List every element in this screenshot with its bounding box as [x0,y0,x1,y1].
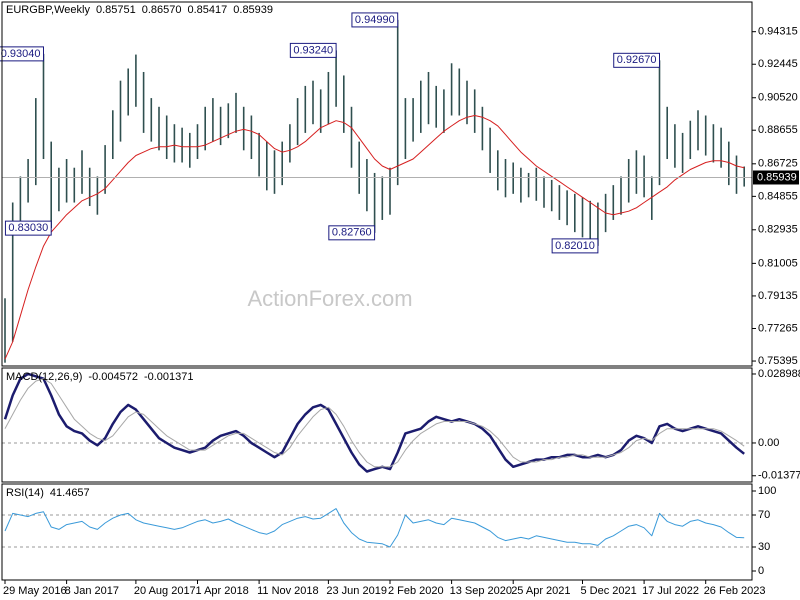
panel-header: RSI(14) 41.4657 [6,487,90,499]
y-tick-label: 70 [758,509,770,521]
panel-frame [1,367,753,483]
annotation-box [289,42,337,58]
y-tick-label: 0.84855 [758,190,798,202]
annotation-box [613,52,660,68]
annotation-box [4,220,52,236]
panel-header: MACD(12,26,9) -0.004572 -0.001371 [6,371,194,383]
last-price-box [753,170,799,185]
panel [2,372,752,473]
x-tick-label: 17 Jul 2022 [642,585,699,597]
panel-value: -0.004572 [88,371,138,383]
annotation-label: 0.94990 [355,14,395,26]
y-tick-label: 0.77265 [758,322,798,334]
x-tick-label: 13 Sep 2020 [450,585,512,597]
header-value: 0.85939 [233,4,273,16]
annotation-label: 0.92670 [617,54,657,66]
panel-title: RSI(14) [6,487,44,499]
header-value: 0.85751 [96,4,136,16]
last-price-label: 0.85939 [757,171,797,183]
chart-header: EURGBP,Weekly 0.85751 0.86570 0.85417 0.8593… [6,4,273,16]
x-tick-label: 29 May 2016 [3,585,67,597]
y-tick-label: 0.79135 [758,290,798,302]
y-tick-label: 0 [758,565,764,577]
annotation-label: 0.93240 [293,44,333,56]
annotation-box [328,225,376,241]
panel: 0.93040 0.83030 0.93240 0.94990 0.82760 0.926… [0,12,752,363]
panel [2,508,752,548]
panel-value: -0.001371 [144,371,194,383]
x-tick-label: 11 Nov 2018 [257,585,319,597]
panel-frame [1,1,753,367]
panel-value: 41.4657 [50,487,90,499]
series-line [3,372,745,473]
annotation-box [351,12,399,28]
annotation-label: 0.93040 [1,48,41,60]
x-tick-label: 1 Apr 2018 [196,585,249,597]
annotation-label: 0.82010 [555,240,595,252]
y-tick-label: 0.86725 [758,158,798,170]
y-tick-label: 0.00 [758,437,779,449]
y-tick-label: 100 [758,485,776,497]
watermark: ActionForex.com [247,286,412,311]
annotation-label: 0.82760 [332,227,372,239]
y-tick-label: 30 [758,541,770,553]
series-line [4,115,745,360]
y-tick-label: 0.81005 [758,257,798,269]
x-tick-label: 8 Jan 2017 [65,585,119,597]
series-line [4,378,745,468]
x-tick-label: 20 Aug 2017 [134,585,196,597]
y-tick-label: 0.92445 [758,58,798,70]
x-tick-label: 26 Feb 2023 [704,585,766,597]
header-value: 0.85417 [188,4,228,16]
x-tick-label: 23 Jun 2019 [326,585,387,597]
y-tick-label: 0.94315 [758,26,798,38]
y-tick-label: 0.88655 [758,124,798,136]
x-tick-label: 25 Apr 2021 [511,585,570,597]
y-tick-label: 0.90520 [758,92,798,104]
annotation-box [551,238,599,254]
y-tick-label: -0.013779 [758,470,800,482]
panel-frame [1,483,753,581]
series-line [4,508,745,548]
x-tick-label: 5 Dec 2021 [581,585,637,597]
panel-title: MACD(12,26,9) [6,371,82,383]
y-tick-label: 0.75395 [758,355,798,367]
annotation-label: 0.83030 [8,222,48,234]
y-tick-label: 0.82935 [758,224,798,236]
annotation-box [0,46,44,62]
x-tick-label: 2 Feb 2020 [388,585,444,597]
header-value: 0.86570 [142,4,182,16]
chart-title: EURGBP,Weekly [6,4,90,16]
y-tick-label: 0.028988 [758,368,800,380]
